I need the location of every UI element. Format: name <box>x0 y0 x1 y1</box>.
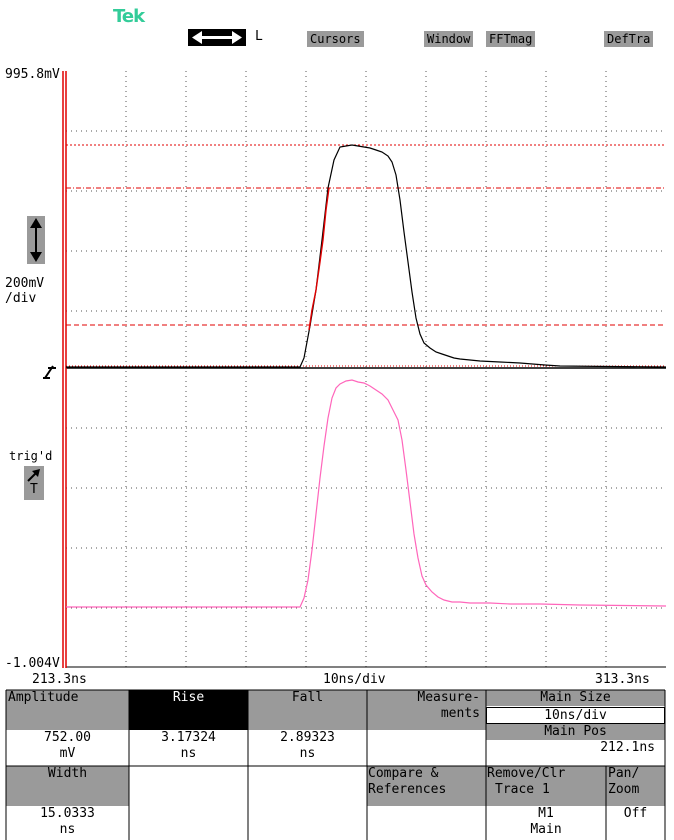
time-end-label: 313.3ns <box>595 672 650 687</box>
amplitude-unit: mV <box>59 746 76 761</box>
remove-clear-trace-button[interactable]: Remove/Clr Trace 1 <box>486 766 606 806</box>
cursors-button[interactable]: Cursors <box>307 31 364 47</box>
channel-2-trace <box>66 379 667 608</box>
fftmag-button[interactable]: FFTmag <box>486 31 536 47</box>
rise-value: 3.17324 <box>161 730 216 745</box>
tek-logo: Tek <box>113 6 145 27</box>
fall-value: 2.89323 <box>280 730 335 745</box>
width-header[interactable]: Width <box>6 766 129 806</box>
deftra-button[interactable]: DefTra <box>604 31 654 47</box>
pan-zoom-value[interactable]: Off <box>606 806 665 840</box>
time-start-label: 213.3ns <box>32 672 87 687</box>
horizontal-arrow-button[interactable] <box>188 29 246 46</box>
double-arrow-vertical-icon <box>30 218 42 262</box>
channel-1-rise-segment <box>308 187 330 331</box>
width-value-cell: 15.0333 ns <box>6 806 129 840</box>
volts-per-div-label: 200mV <box>5 276 45 291</box>
reference-label: L <box>255 29 263 44</box>
window-button[interactable]: Window <box>424 31 474 47</box>
panzoom-line1: Pan/ <box>608 766 640 781</box>
top-voltage-label: 995.8mV <box>5 67 60 82</box>
measurements-line1: Measure- <box>417 690 480 705</box>
remove-line1: Remove/Clr <box>487 766 566 781</box>
remove-line4: Main <box>530 822 562 837</box>
pan-zoom-button[interactable]: Pan/ Zoom <box>606 766 665 806</box>
trigger-status-label: trig'd <box>9 449 53 463</box>
double-arrow-horizontal-icon <box>192 31 242 44</box>
main-size-label[interactable]: Main Size <box>486 690 665 706</box>
main-size-value[interactable]: 10ns/div <box>486 707 665 724</box>
fall-unit: ns <box>299 746 316 761</box>
compare-line1: Compare & <box>368 766 439 781</box>
per-div-suffix: /div <box>5 291 37 306</box>
remove-line3: M1 <box>538 806 554 821</box>
trigger-button[interactable]: T <box>24 466 44 500</box>
main-pos-label[interactable]: Main Pos <box>486 724 665 740</box>
rise-unit: ns <box>180 746 197 761</box>
channel-1-trace <box>66 144 667 368</box>
amplitude-header[interactable]: Amplitude <box>6 690 129 730</box>
remove-line2: Trace 1 <box>495 782 550 797</box>
measurements-button[interactable]: Measure- ments <box>367 690 486 730</box>
trigger-symbol: T <box>30 482 38 497</box>
compare-references-button[interactable]: Compare & References <box>367 766 486 806</box>
vertical-position-button[interactable] <box>27 216 45 264</box>
trace-source-cell[interactable]: M1 Main <box>486 806 606 840</box>
ground-marker-icon <box>42 364 58 384</box>
rise-header[interactable]: Rise <box>129 690 248 730</box>
rise-value-cell: 3.17324 ns <box>129 730 248 766</box>
amplitude-value: 752.00 <box>44 730 91 745</box>
main-pos-value[interactable]: 212.1ns <box>486 740 665 766</box>
fall-value-cell: 2.89323 ns <box>248 730 367 766</box>
measurements-line2: ments <box>440 706 480 721</box>
trigger-arrow-icon <box>27 469 40 482</box>
bottom-voltage-label: -1.004V <box>5 656 60 671</box>
panzoom-line2: Zoom <box>608 782 640 797</box>
amplitude-value-cell: 752.00 mV <box>6 730 129 766</box>
waveform-display <box>62 71 667 668</box>
graticule-grid <box>66 71 666 668</box>
width-unit: ns <box>59 822 76 837</box>
time-per-div-label: 10ns/div <box>323 672 386 687</box>
width-value: 15.0333 <box>40 806 95 821</box>
fall-header[interactable]: Fall <box>248 690 367 730</box>
compare-line2: References <box>368 782 447 797</box>
